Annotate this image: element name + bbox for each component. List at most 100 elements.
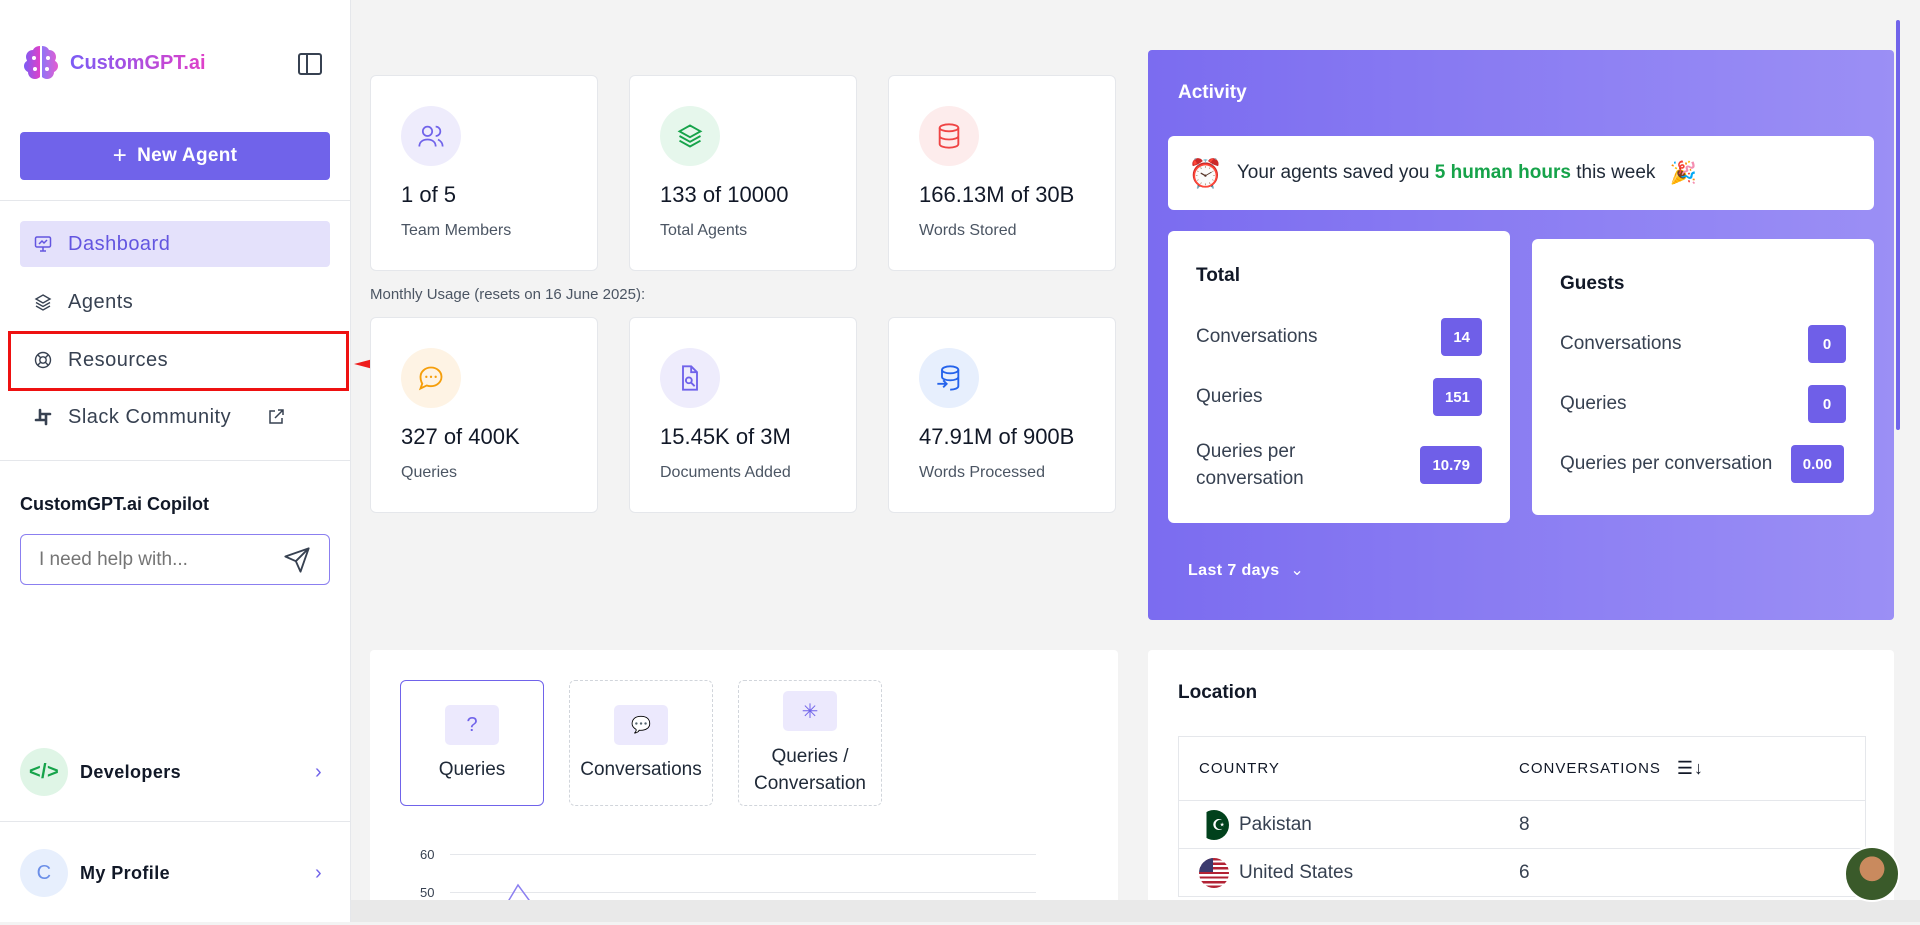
column-header-country[interactable]: COUNTRY: [1199, 760, 1280, 777]
copilot-input[interactable]: [20, 534, 330, 585]
divider: [0, 200, 351, 201]
users-icon: [401, 106, 461, 166]
guests-row: Queries 0: [1560, 385, 1846, 423]
question-icon: ?: [445, 705, 499, 745]
sidebar-item-slack-community[interactable]: Slack Community: [20, 394, 330, 440]
date-range-label: Last 7 days: [1188, 562, 1280, 579]
activity-title: Activity: [1178, 82, 1247, 103]
lifebuoy-icon: [34, 351, 52, 369]
saved-prefix: Your agents saved you: [1236, 162, 1430, 183]
chevron-right-icon: ›: [314, 760, 322, 783]
sparkle-icon: ✳: [783, 691, 837, 731]
copilot-title: CustomGPT.ai Copilot: [20, 494, 209, 514]
brain-logo-icon: [24, 46, 58, 79]
table-header: COUNTRY CONVERSATIONS ☰↓: [1179, 737, 1865, 801]
stat-value: 133 of 10000: [660, 182, 789, 207]
date-range-dropdown[interactable]: Last 7 days ⌄: [1188, 560, 1304, 580]
saved-highlight: 5 human hours: [1434, 162, 1571, 183]
chevron-down-icon: ⌄: [1290, 562, 1305, 579]
sidebar-item-agents[interactable]: Agents: [20, 279, 330, 325]
stat-card-queries: 327 of 400K Queries: [370, 317, 598, 513]
y-tick-label: 50: [420, 885, 435, 900]
developers-item[interactable]: </> Developers ›: [20, 747, 330, 797]
scrollbar[interactable]: [1896, 20, 1900, 430]
chat-icon: [401, 348, 461, 408]
total-panel: Total Conversations 14 Queries 151 Queri…: [1168, 231, 1510, 523]
new-agent-button[interactable]: + New Agent: [20, 132, 330, 180]
divider: [0, 460, 351, 461]
stat-card-words-processed: 47.91M of 900B Words Processed: [888, 317, 1116, 513]
new-agent-label: New Agent: [137, 145, 238, 166]
guests-panel: Guests Conversations 0 Queries 0 Queries…: [1532, 239, 1874, 515]
tab-label: Queries: [438, 759, 506, 780]
sidebar-item-label: Dashboard: [68, 232, 171, 255]
send-icon[interactable]: [283, 546, 311, 574]
document-search-icon: [660, 348, 720, 408]
my-profile-item[interactable]: C My Profile ›: [20, 848, 330, 898]
tab-label: Queries / Conversation: [754, 746, 866, 794]
sidebar-item-label: Slack Community: [68, 405, 232, 428]
stat-label: Documents Added: [660, 464, 791, 481]
saved-text: Your agents saved you 5 human hours this…: [1237, 162, 1656, 184]
logo[interactable]: CustomGPT.ai: [20, 42, 206, 84]
sidebar-item-dashboard[interactable]: Dashboard: [20, 221, 330, 267]
pakistan-flag-icon: ☪: [1199, 809, 1229, 840]
developers-label: Developers: [80, 761, 182, 782]
tab-queries-per-conversation[interactable]: ✳ Queries / Conversation: [738, 680, 882, 806]
sort-icon[interactable]: ☰↓: [1676, 758, 1705, 778]
sidebar-item-resources[interactable]: Resources: [20, 337, 330, 383]
monthly-usage-label: Monthly Usage (resets on 16 June 2025):: [370, 286, 646, 303]
total-row: Conversations 14: [1196, 318, 1482, 356]
country-name: Pakistan: [1239, 813, 1312, 835]
count-badge: 0.00: [1790, 445, 1844, 483]
database-import-icon: [919, 348, 979, 408]
stat-card-team-members: 1 of 5 Team Members: [370, 75, 598, 271]
stat-value: 166.13M of 30B: [919, 182, 1075, 207]
country-name: United States: [1239, 861, 1354, 883]
stat-value: 15.45K of 3M: [660, 424, 791, 449]
row-label: Queries: [1196, 386, 1263, 407]
gridline: [450, 892, 1036, 893]
stat-label: Team Members: [401, 222, 512, 239]
location-panel: Location COUNTRY CONVERSATIONS ☰↓ ☪ Paki…: [1148, 650, 1894, 922]
support-chat-avatar[interactable]: [1844, 846, 1900, 902]
hours-saved-banner: ⏰ Your agents saved you 5 human hours th…: [1168, 136, 1874, 210]
conversation-count: 6: [1519, 861, 1530, 883]
tab-queries[interactable]: ? Queries: [400, 680, 544, 806]
stat-card-documents-added: 15.45K of 3M Documents Added: [629, 317, 857, 513]
row-label: Queries: [1560, 393, 1627, 414]
count-badge: 0: [1808, 385, 1846, 423]
code-icon: </>: [20, 748, 68, 796]
guests-title: Guests: [1560, 273, 1625, 294]
slack-icon: [34, 408, 52, 426]
conversation-count: 8: [1519, 813, 1530, 835]
united-states-flag-icon: [1199, 857, 1229, 888]
sidebar-toggle-icon[interactable]: [298, 53, 322, 75]
avatar: C: [20, 849, 68, 897]
horizontal-scroll-track: [351, 900, 1920, 922]
tab-conversations[interactable]: 💬 Conversations: [569, 680, 713, 806]
layers-icon: [34, 294, 52, 311]
external-link-icon: [269, 409, 284, 424]
row-label: Conversations: [1560, 333, 1682, 354]
stat-card-words-stored: 166.13M of 30B Words Stored: [888, 75, 1116, 271]
total-row: Queries 151: [1196, 378, 1482, 416]
location-table: COUNTRY CONVERSATIONS ☰↓ ☪ Pakistan 8 Un…: [1178, 736, 1866, 897]
activity-panel: Activity ⏰ Your agents saved you 5 human…: [1148, 50, 1894, 620]
stat-value: 327 of 400K: [401, 424, 520, 449]
stat-value: 47.91M of 900B: [919, 424, 1075, 449]
count-badge: 151: [1432, 378, 1482, 416]
count-badge: 14: [1441, 318, 1482, 356]
stat-label: Queries: [401, 464, 458, 481]
divider: [0, 821, 351, 822]
stat-label: Words Processed: [919, 464, 1045, 481]
column-header-conversations[interactable]: CONVERSATIONS ☰↓: [1519, 758, 1865, 779]
tab-label: Conversations: [580, 759, 702, 780]
total-title: Total: [1196, 265, 1240, 286]
total-row: Queries per conversation 10.79: [1196, 438, 1482, 492]
layers-icon: [660, 106, 720, 166]
y-tick-label: 60: [420, 847, 435, 862]
dashboard-icon: [34, 236, 52, 252]
sidebar-item-label: Agents: [68, 290, 134, 313]
my-profile-label: My Profile: [80, 862, 171, 883]
